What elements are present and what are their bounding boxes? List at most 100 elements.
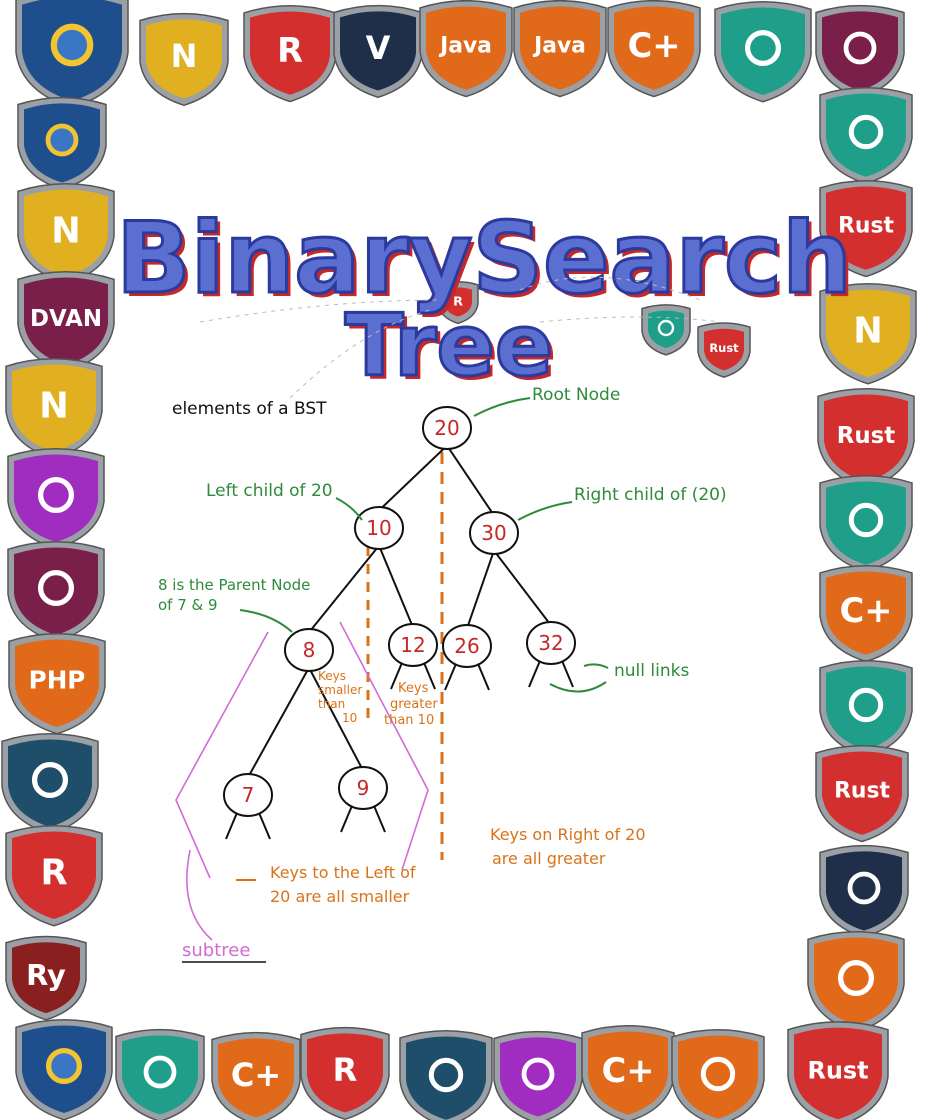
keys-greater-10-2: greater [390,697,438,712]
left-child-arrow [335,497,363,521]
badge-label: C+ [602,1051,655,1090]
parent-node-arrow [239,609,293,633]
badge-face [24,277,108,366]
tree-node-10: 10 [354,506,404,550]
edge-20-10 [378,444,448,512]
keys-greater-10-1: Keys [398,681,429,696]
badge-label: R [453,294,463,309]
badge-label: Java [438,34,492,59]
badge-face [704,328,744,371]
badge-face [14,454,98,543]
node-icon: N [819,283,917,385]
badge-label: R [333,1051,358,1089]
badge-face [826,571,906,655]
badge-label: Rust [837,423,896,449]
php-icon: PHP [8,633,106,735]
dvan-icon: DVAN [17,271,115,373]
badge-emblem [837,959,875,997]
keys-smaller-10-1: Keys [318,669,346,683]
c-circle-icon [1,733,99,835]
node-circle [442,624,492,668]
tree-node-7: 7 [223,773,273,817]
tree-nodes: 20 10 30 8 12 26 32 7 9 [223,406,576,817]
node-circle [469,511,519,555]
badge-face [426,6,506,90]
badge-face [588,1031,668,1115]
node-label: 26 [454,634,479,658]
badge-face [826,851,902,931]
rust-icon: Rust [787,1021,889,1120]
r-logo-icon: R [243,4,337,103]
node-circle [284,628,334,672]
v-logo-icon: V [333,4,423,99]
badge-face [14,547,98,636]
badge-face [822,11,898,91]
badge-emblem [31,761,69,799]
badge-label: N [39,385,68,426]
badge-label: N [853,310,882,351]
node-circle [526,621,576,665]
r-logo-icon: R [5,825,103,927]
badge-face [822,751,902,835]
badge-face [12,942,80,1014]
badge-face [614,6,694,90]
badge-face [250,11,330,95]
tree-node-26: 26 [442,624,492,668]
badge-face [340,11,416,91]
u-logo-icon [819,659,913,758]
node-label: 20 [434,416,459,440]
edge-8-7 [247,667,310,778]
u-logo-icon [641,304,691,356]
node-label: 9 [357,776,370,800]
badge-face [824,394,908,483]
badge-face [814,937,898,1026]
badge-emblem [521,1057,555,1091]
rust-icon: Rust [817,388,915,490]
null-link-12-left [390,660,404,690]
node-label: 30 [481,521,506,545]
badge-face [721,7,805,96]
badge-face [12,831,96,920]
keys-smaller-10-3: than [318,697,345,711]
keys-greater-10-3: than 10 [384,713,434,728]
badge-label: R [277,31,303,70]
badge-face [444,287,472,317]
node-circle [338,766,388,810]
python-icon [17,96,107,191]
node-icon: N [5,358,103,460]
kotlin-icon [807,931,905,1033]
tree-node-32: 32 [526,621,576,665]
badge-face [307,1033,383,1113]
left-child-label: Left child of 20 [206,481,333,501]
python-icon [15,1019,113,1120]
badge-label: Rust [838,214,894,239]
badge-emblem [847,871,881,905]
badge-label: Rust [709,341,739,355]
rust-icon: Rust [815,744,909,843]
badge-emblem [657,319,675,337]
title-line-2: Tree [345,296,553,396]
null-link-9-right [372,803,386,833]
null-link-26-left [444,661,458,691]
badge-emblem [744,29,782,67]
badge-face [520,6,600,90]
badge-face [826,666,906,750]
badge-emblem [848,502,884,538]
badge-face [794,1027,882,1120]
badge-face [826,93,906,177]
keys-smaller-10-4: 10 [342,711,357,725]
keys-left-1: Keys to the Left of [270,863,416,882]
cplus-icon: C+ [607,0,701,98]
badge-emblem [37,476,75,514]
node-circle [422,406,472,450]
badge-face [15,639,99,728]
badge-emblem [700,1056,736,1092]
right-child-label: Right child of (20) [574,485,727,505]
badge-label: Rust [834,779,890,804]
c-circle-icon [399,1029,493,1120]
keys-left-2: 20 are all smaller [270,887,410,906]
badge-emblem [45,123,79,157]
node-label: 8 [303,638,316,662]
node-circle [354,506,404,550]
